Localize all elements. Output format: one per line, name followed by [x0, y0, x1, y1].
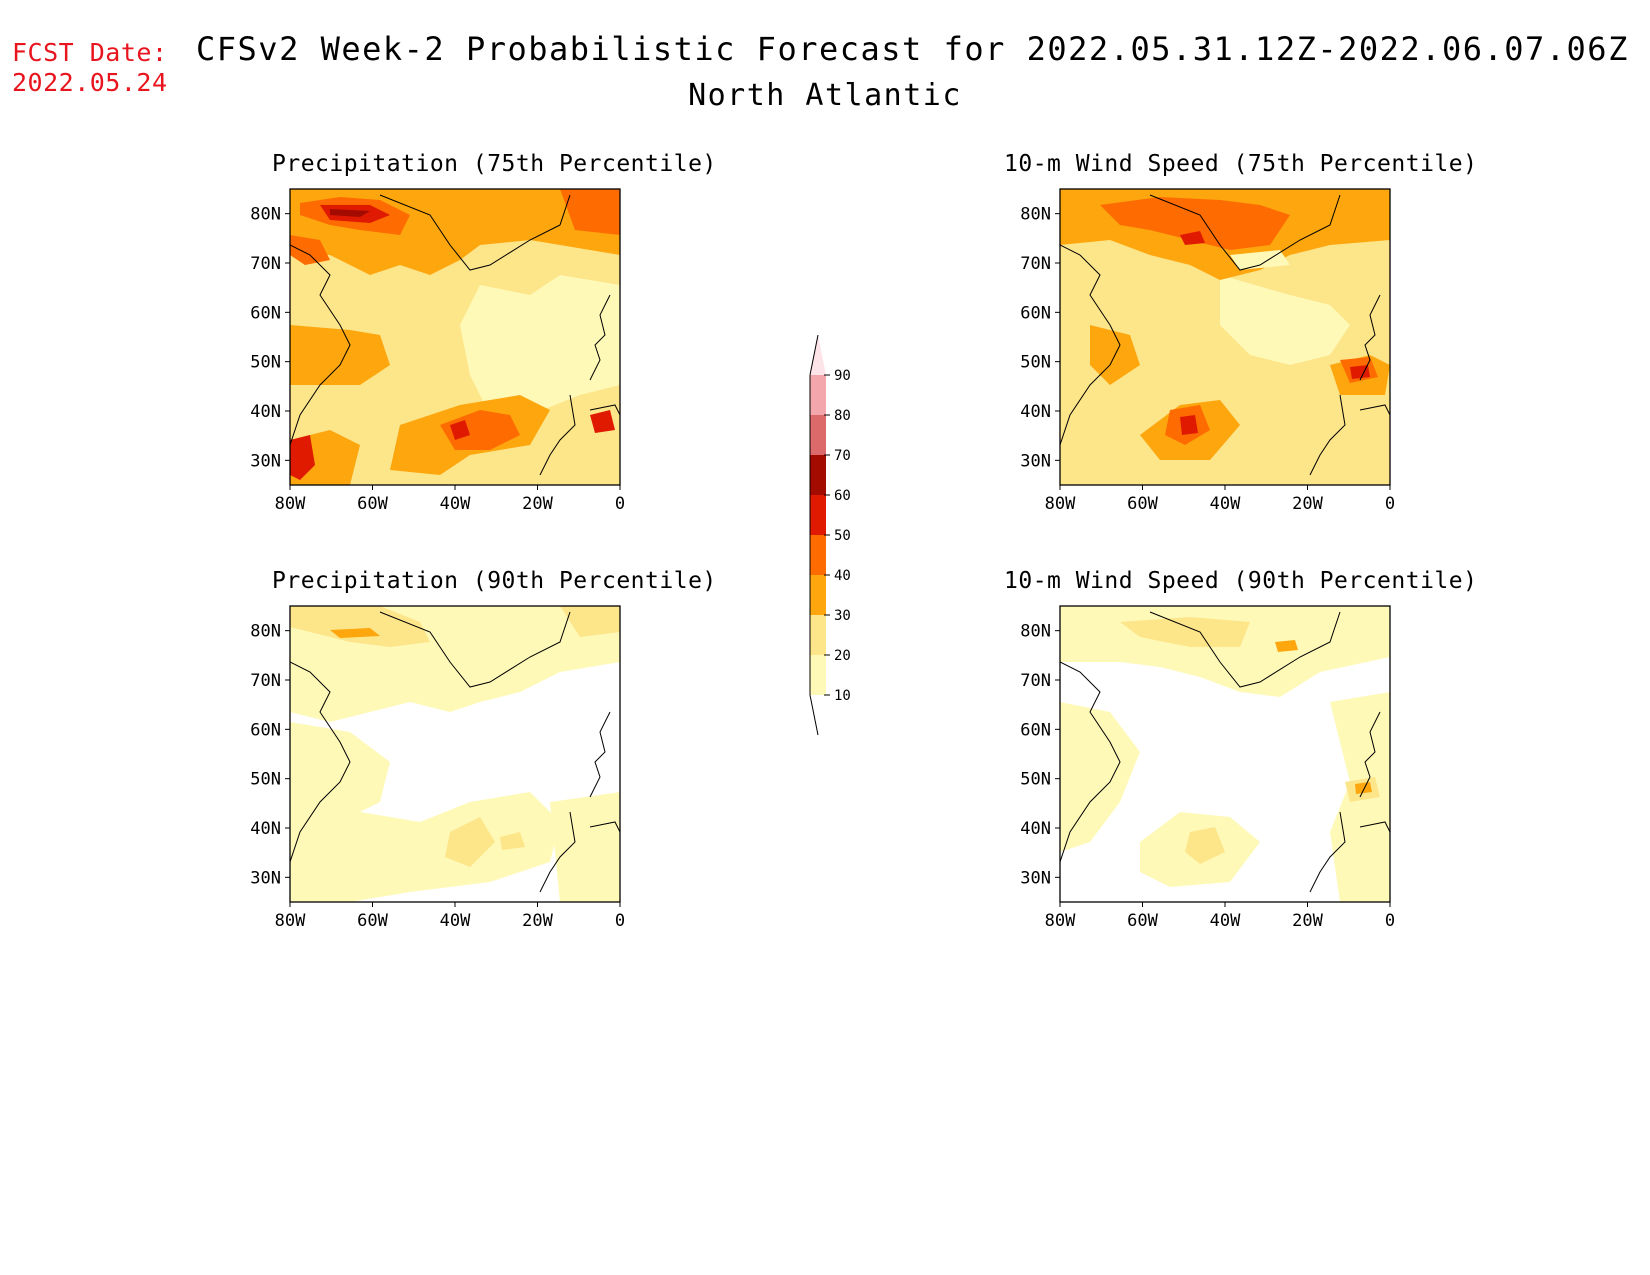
map-panel-precip90: 80N 70N 60N 50N 40N 30N 80W 60W 40W 20W 0	[250, 605, 625, 931]
lon-tick-label: 20W	[522, 911, 553, 931]
lat-tick-label: 50N	[1020, 770, 1051, 790]
colorbar-swatch	[810, 375, 826, 415]
lon-tick-label: 20W	[522, 494, 553, 514]
lon-tick-label: 60W	[357, 494, 388, 514]
lon-tick-label: 80W	[1045, 494, 1076, 514]
precip75-coastlines	[290, 194, 620, 476]
lat-tick-label: 60N	[250, 303, 281, 323]
map-panel-precip75: 80N 70N 60N 50N 40N 30N 80W 60W 40W 20W 0	[250, 188, 625, 514]
precip75-shading	[290, 189, 620, 485]
lon-tick-label: 60W	[1127, 494, 1158, 514]
wind75-coastlines	[1060, 194, 1390, 476]
lat-tick-label: 80N	[1020, 622, 1051, 642]
colorbar-swatch	[810, 615, 826, 655]
lon-tick-label: 80W	[275, 494, 306, 514]
lat-tick-label: 70N	[250, 254, 281, 274]
lon-tick-label: 60W	[357, 911, 388, 931]
lon-tick-label: 0	[1385, 494, 1395, 514]
lat-tick-label: 70N	[250, 671, 281, 691]
colorbar-label: 10	[834, 688, 851, 704]
lat-tick-label: 50N	[1020, 353, 1051, 373]
colorbar-swatch	[810, 455, 826, 495]
lat-tick-label: 30N	[1020, 868, 1051, 888]
colorbar-label: 30	[834, 608, 851, 624]
lon-tick-label: 40W	[440, 911, 471, 931]
fcst-date-value: 2022.05.24	[12, 68, 168, 97]
panel-title-wind90: 10-m Wind Speed (90th Percentile)	[1004, 568, 1478, 594]
panel-title-precip90: Precipitation (90th Percentile)	[272, 568, 717, 594]
lat-tick-label: 80N	[1020, 205, 1051, 225]
colorbar: 10 20 30 40 50 60 70 80 90	[809, 335, 851, 736]
lon-tick-label: 60W	[1127, 911, 1158, 931]
colorbar-swatch	[810, 415, 826, 455]
precip90-coastlines	[290, 611, 620, 893]
lat-tick-label: 40N	[250, 819, 281, 839]
colorbar-label: 60	[834, 488, 851, 504]
lat-tick-label: 60N	[1020, 720, 1051, 740]
lon-tick-label: 40W	[1210, 911, 1241, 931]
fcst-date-caption: FCST Date:	[12, 38, 168, 67]
lat-tick-label: 70N	[1020, 254, 1051, 274]
colorbar-swatch	[810, 575, 826, 615]
colorbar-label: 90	[834, 368, 851, 384]
wind75-shading	[1060, 189, 1390, 485]
colorbar-top-cap	[810, 335, 826, 375]
lon-tick-label: 0	[615, 911, 625, 931]
page-title: CFSv2 Week-2 Probabilistic Forecast for …	[196, 30, 1629, 68]
lat-tick-label: 60N	[1020, 303, 1051, 323]
lat-tick-label: 30N	[250, 868, 281, 888]
wind75-ticks: 80N 70N 60N 50N 40N 30N 80W 60W 40W 20W 0	[1020, 205, 1395, 514]
lon-tick-label: 80W	[1045, 911, 1076, 931]
lat-tick-label: 40N	[1020, 819, 1051, 839]
lat-tick-label: 30N	[250, 451, 281, 471]
lat-tick-label: 40N	[1020, 402, 1051, 422]
lat-tick-label: 60N	[250, 720, 281, 740]
wind90-shading	[1060, 606, 1390, 902]
colorbar-label: 70	[834, 448, 851, 464]
lon-tick-label: 0	[615, 494, 625, 514]
map-panel-wind90: 80N 70N 60N 50N 40N 30N 80W 60W 40W 20W 0	[1020, 605, 1395, 931]
lat-tick-label: 40N	[250, 402, 281, 422]
panel-title-wind75: 10-m Wind Speed (75th Percentile)	[1004, 151, 1478, 177]
lat-tick-label: 50N	[250, 770, 281, 790]
panel-title-precip75: Precipitation (75th Percentile)	[272, 151, 717, 177]
lon-tick-label: 0	[1385, 911, 1395, 931]
lon-tick-label: 20W	[1292, 494, 1323, 514]
colorbar-swatch	[810, 535, 826, 575]
colorbar-label: 40	[834, 568, 851, 584]
precip90-shading	[290, 606, 620, 902]
lon-tick-label: 40W	[440, 494, 471, 514]
lat-tick-label: 70N	[1020, 671, 1051, 691]
wind90-coastlines	[1060, 611, 1390, 893]
lon-tick-label: 40W	[1210, 494, 1241, 514]
colorbar-swatch	[810, 495, 826, 535]
lon-tick-label: 80W	[275, 911, 306, 931]
lat-tick-label: 30N	[1020, 451, 1051, 471]
colorbar-label: 20	[834, 648, 851, 664]
lat-tick-label: 50N	[250, 353, 281, 373]
colorbar-label: 50	[834, 528, 851, 544]
wind90-ticks: 80N 70N 60N 50N 40N 30N 80W 60W 40W 20W 0	[1020, 622, 1395, 931]
colorbar-swatch	[810, 655, 826, 695]
page-subtitle: North Atlantic	[688, 78, 962, 113]
forecast-date-label: FCST Date: 2022.05.24	[12, 38, 168, 98]
precip90-ticks: 80N 70N 60N 50N 40N 30N 80W 60W 40W 20W 0	[250, 622, 625, 931]
colorbar-label: 80	[834, 408, 851, 424]
map-panel-wind75: 80N 70N 60N 50N 40N 30N 80W 60W 40W 20W 0	[1020, 188, 1395, 514]
lat-tick-label: 80N	[250, 205, 281, 225]
lat-tick-label: 80N	[250, 622, 281, 642]
lon-tick-label: 20W	[1292, 911, 1323, 931]
precip75-ticks: 80N 70N 60N 50N 40N 30N 80W 60W 40W 20W 0	[250, 205, 625, 514]
